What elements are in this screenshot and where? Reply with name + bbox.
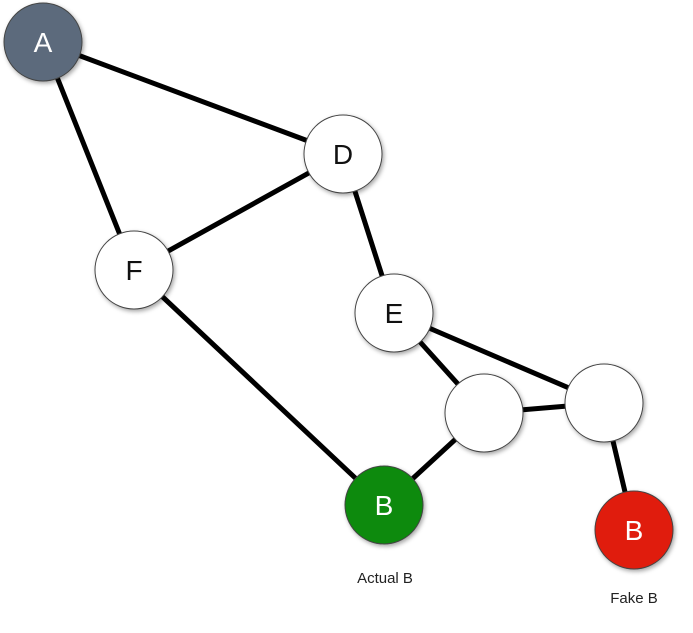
node-label: A <box>34 27 53 58</box>
node-label: B <box>625 515 644 546</box>
node-circle <box>3 2 83 82</box>
node-n2 <box>564 363 644 443</box>
node-n1 <box>444 373 524 453</box>
node-e: E <box>354 273 434 353</box>
node-label: F <box>125 255 142 286</box>
node-a: A <box>3 2 83 82</box>
edge-a-d <box>40 39 346 157</box>
node-d: D <box>303 114 383 194</box>
node-circle <box>594 490 674 570</box>
caption-actual-b: Actual B <box>357 570 413 587</box>
node-circle <box>444 373 524 453</box>
node-label: E <box>385 298 404 329</box>
node-circle <box>354 273 434 353</box>
node-f: F <box>94 230 174 310</box>
node-b-fake: B <box>594 490 674 570</box>
edge-d-f <box>131 151 346 273</box>
node-circle <box>564 363 644 443</box>
node-label: B <box>375 490 394 521</box>
node-label: D <box>333 139 353 170</box>
node-circle <box>344 465 424 545</box>
node-b-actual: B <box>344 465 424 545</box>
node-circle <box>303 114 383 194</box>
edge-f-b-actual <box>131 267 387 508</box>
node-circle <box>94 230 174 310</box>
caption-fake-b: Fake B <box>610 590 658 607</box>
nodes-layer: A D F E B B <box>3 2 674 570</box>
edge-a-f <box>40 39 137 273</box>
